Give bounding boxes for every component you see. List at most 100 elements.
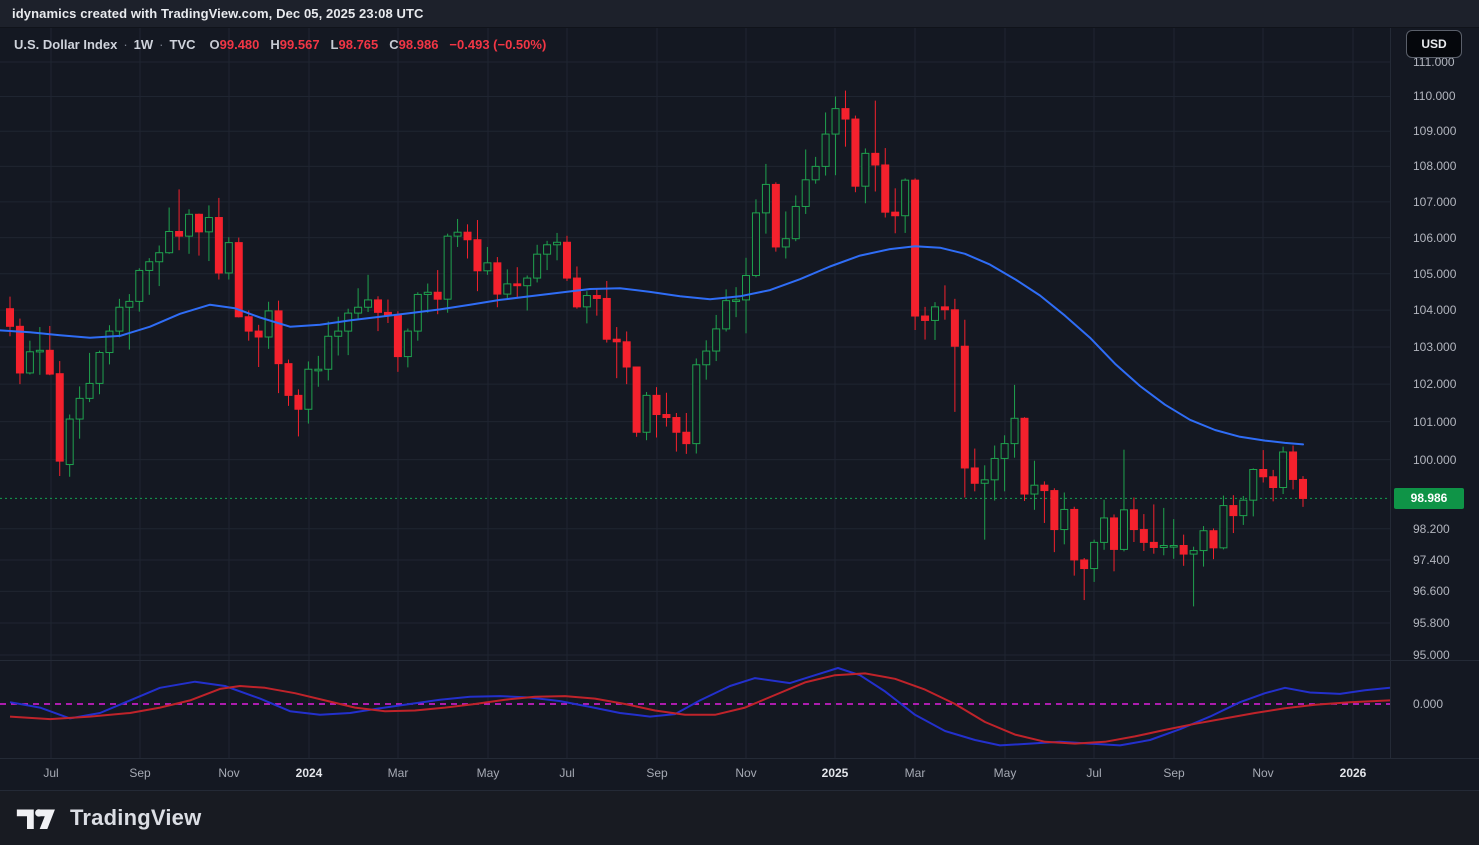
candle-body	[622, 341, 631, 368]
candle-body	[324, 335, 333, 370]
candle-body	[125, 300, 134, 308]
candle-body	[1080, 559, 1089, 570]
tradingview-logo[interactable]: TradingView	[16, 801, 201, 835]
candle-body	[175, 230, 184, 237]
candle-body	[921, 315, 930, 321]
candle-body	[1169, 545, 1178, 548]
price-tick-label: 107.000	[1413, 194, 1457, 209]
time-scale[interactable]: Jul Sep Nov 2024 Mar May Jul Sep Nov 2025 Mar May Ju…	[0, 758, 1479, 791]
time-tick-month: Nov	[218, 766, 240, 780]
candle-body	[592, 295, 601, 299]
candle-body	[612, 338, 621, 343]
candle-body	[891, 211, 900, 217]
candle-body	[224, 242, 233, 274]
candle-body	[513, 283, 522, 287]
price-tick-label: 100.000	[1413, 452, 1457, 467]
candle-body	[274, 310, 283, 365]
candle-body	[682, 431, 691, 445]
candle-body	[1299, 478, 1307, 499]
time-tick-month: Nov	[735, 766, 757, 780]
price-tick-label: 110.000	[1413, 89, 1456, 104]
candle-body	[194, 213, 203, 233]
candle-body	[403, 330, 412, 358]
candle-body	[1050, 490, 1059, 531]
candle-body	[950, 309, 959, 347]
candle-body	[463, 231, 472, 241]
symbol-name: U.S. Dollar Index	[14, 36, 118, 52]
price-tick-label: 98.200	[1413, 521, 1450, 536]
candle-body	[185, 213, 194, 237]
candle-body	[25, 351, 34, 374]
candle-body	[214, 217, 223, 274]
price-tick-label: 96.600	[1413, 584, 1450, 599]
candle-body	[344, 312, 353, 332]
candle-body	[632, 366, 641, 433]
candle-body	[831, 108, 840, 135]
candle-body	[990, 457, 999, 481]
candle-body	[722, 300, 731, 330]
candle-body	[821, 133, 830, 167]
candle-body	[801, 179, 810, 207]
candle-body	[771, 183, 780, 248]
pane-separator[interactable]	[0, 660, 1479, 661]
oscillator-red-line	[9, 672, 1390, 745]
candle-body	[1110, 517, 1119, 550]
candle-body	[1119, 509, 1128, 550]
candle-body	[940, 306, 949, 311]
ohlc-pair: L98.765	[330, 36, 379, 52]
candle-body	[65, 418, 74, 466]
candle-body	[1279, 451, 1288, 488]
price-tick-label: 95.000	[1413, 648, 1450, 662]
candle-body	[1259, 469, 1268, 478]
footer-bar: TradingView	[0, 790, 1479, 845]
symbol-legend[interactable]: U.S. Dollar Index · 1W · TVC O99.480 H99.…	[14, 34, 546, 54]
candle-body	[1229, 505, 1238, 517]
currency-button[interactable]: USD	[1406, 30, 1462, 58]
candle-body	[602, 297, 611, 340]
price-tick-label: 95.800	[1413, 616, 1450, 631]
moving-average-line	[0, 245, 1304, 446]
candle-body	[374, 299, 383, 313]
candle-body	[1139, 529, 1148, 543]
candle-body	[572, 277, 581, 308]
candle-body	[45, 349, 54, 375]
ohlc-values: O99.480 H99.567 L98.765 C98.986	[210, 37, 439, 52]
price-tick-label: 97.400	[1413, 552, 1450, 567]
candle-body	[742, 275, 751, 301]
candle-body	[334, 330, 343, 337]
candle-body	[264, 310, 273, 338]
candle-body	[364, 299, 373, 308]
time-tick-month: Nov	[1252, 766, 1274, 780]
watermark-text: idynamics created with TradingView.com, …	[12, 6, 424, 21]
candle-body	[423, 291, 432, 295]
candle-body	[562, 241, 571, 279]
candlestick-plot[interactable]	[0, 0, 1390, 758]
time-tick-year: 2025	[821, 766, 849, 780]
candle-body	[304, 368, 313, 410]
candle-body	[314, 368, 323, 372]
candle-body	[6, 308, 14, 327]
candle-body	[1129, 509, 1138, 531]
candle-body	[155, 252, 164, 263]
candle-body	[1020, 417, 1029, 495]
candle-body	[354, 306, 363, 314]
current-price-label: 98.986	[1394, 487, 1464, 509]
candle-body	[135, 269, 144, 302]
candle-body	[861, 152, 870, 187]
candle-body	[1149, 541, 1158, 548]
legend-separator: ·	[123, 36, 128, 52]
watermark-bar: idynamics created with TradingView.com, …	[0, 0, 1479, 28]
candle-body	[841, 108, 850, 120]
candle-body	[145, 261, 154, 271]
price-tick-label: 111.000	[1413, 55, 1455, 69]
candle-body	[652, 394, 661, 416]
candle-body	[204, 217, 213, 233]
price-scale[interactable]: 111.000 110.000 109.000 108.000 107.000 106.0…	[1390, 28, 1479, 758]
candle-body	[35, 349, 44, 353]
candle-body	[1219, 505, 1228, 549]
time-tick-year: 2026	[1339, 766, 1367, 780]
candle-body	[393, 314, 402, 358]
ohlc-pair: O99.480	[209, 36, 260, 52]
candle-body	[1030, 484, 1039, 495]
